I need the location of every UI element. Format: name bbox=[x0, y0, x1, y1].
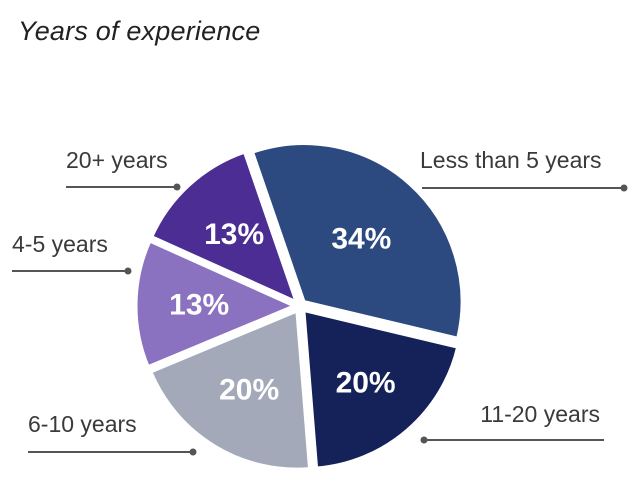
pie-slice-less-than-5-years bbox=[250, 142, 464, 340]
callout-leaders: Less than 5 years 11-20 years 6-10 years 4-… bbox=[12, 147, 628, 456]
leader-dot-4-5-years bbox=[124, 267, 132, 275]
category-label-11-20-years: 11-20 years bbox=[480, 401, 600, 427]
pie-slice-6-10-years bbox=[149, 308, 312, 471]
pie-slice-11-20-years bbox=[302, 308, 460, 470]
leader-dot-20-years bbox=[173, 183, 181, 191]
category-label-20-years: 20+ years bbox=[66, 147, 168, 173]
leader-dot-11-20-years bbox=[420, 436, 428, 444]
percent-label-less-than-5-years: 34% bbox=[331, 222, 391, 255]
leader-dot-6-10-years bbox=[189, 448, 197, 456]
percent-label-6-10-years: 20% bbox=[219, 373, 279, 406]
percent-label-11-20-years: 20% bbox=[336, 367, 396, 400]
pie-slices bbox=[134, 142, 464, 471]
chart-title: Years of experience bbox=[18, 16, 261, 46]
percent-label-20-years: 13% bbox=[204, 218, 264, 251]
pie-slice-4-5-years bbox=[134, 239, 298, 369]
leader-dot-less-than-5-years bbox=[620, 184, 628, 192]
category-label-6-10-years: 6-10 years bbox=[28, 411, 137, 437]
percent-label-4-5-years: 13% bbox=[169, 289, 229, 322]
percent-labels: 34% 20% 20% 13% 13% bbox=[169, 218, 395, 406]
category-label-4-5-years: 4-5 years bbox=[12, 231, 108, 257]
pie-slice-20-years bbox=[149, 150, 299, 305]
category-label-less-than-5-years: Less than 5 years bbox=[420, 147, 602, 173]
